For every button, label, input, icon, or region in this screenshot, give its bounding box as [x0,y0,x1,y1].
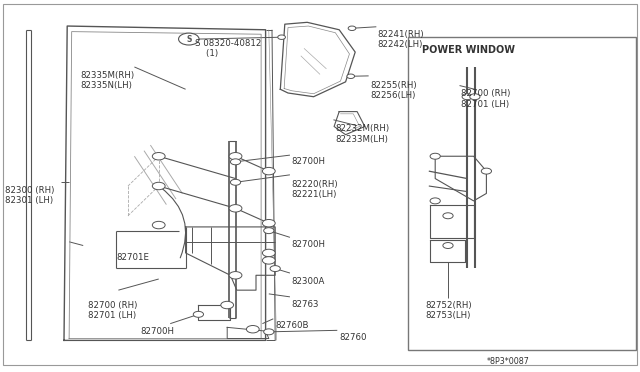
Text: 82701E: 82701E [116,253,150,262]
Circle shape [230,159,241,165]
Text: S 08320-40812
    (1): S 08320-40812 (1) [195,39,262,58]
Circle shape [270,266,280,272]
Circle shape [262,219,275,227]
Circle shape [278,35,285,39]
Text: 82763: 82763 [292,300,319,309]
Text: 82700 (RH)
82701 (LH): 82700 (RH) 82701 (LH) [88,301,138,320]
Circle shape [229,205,242,212]
Circle shape [152,182,165,190]
Text: 82752(RH)
82753(LH): 82752(RH) 82753(LH) [425,301,472,320]
Circle shape [348,26,356,31]
Circle shape [443,243,453,248]
Text: 82700H: 82700H [292,240,326,249]
Text: 82255(RH)
82256(LH): 82255(RH) 82256(LH) [370,81,417,100]
Text: 82700 (RH)
82701 (LH): 82700 (RH) 82701 (LH) [461,89,510,109]
Text: 82700H: 82700H [141,327,175,336]
Circle shape [152,221,165,229]
Text: 82335M(RH)
82335N(LH): 82335M(RH) 82335N(LH) [80,71,134,90]
Text: 82241(RH)
82242(LH): 82241(RH) 82242(LH) [378,30,424,49]
Circle shape [470,94,480,100]
Circle shape [264,329,274,335]
Text: *8P3*0087: *8P3*0087 [486,357,529,366]
Text: 82232M(RH)
82233M(LH): 82232M(RH) 82233M(LH) [335,124,390,144]
Circle shape [193,311,204,317]
Text: 82300A: 82300A [292,277,325,286]
Text: 82760B: 82760B [275,321,308,330]
Circle shape [262,249,275,257]
Circle shape [430,198,440,204]
Circle shape [443,213,453,219]
Circle shape [481,168,492,174]
Bar [408,37,636,350]
Circle shape [221,301,234,309]
Circle shape [229,153,242,160]
Circle shape [462,94,472,100]
Text: S: S [186,35,191,44]
Text: 82700H: 82700H [292,157,326,166]
Circle shape [264,228,274,234]
Circle shape [262,167,275,175]
Circle shape [246,326,259,333]
Text: 82220(RH)
82221(LH): 82220(RH) 82221(LH) [292,180,339,199]
Circle shape [179,33,199,45]
Circle shape [152,153,165,160]
Circle shape [347,74,355,78]
Circle shape [230,179,241,185]
Circle shape [229,272,242,279]
Text: POWER WINDOW: POWER WINDOW [422,45,515,55]
Circle shape [430,153,440,159]
Circle shape [262,257,275,264]
Text: 82760: 82760 [339,333,367,341]
Text: 82300 (RH)
82301 (LH): 82300 (RH) 82301 (LH) [5,186,54,205]
